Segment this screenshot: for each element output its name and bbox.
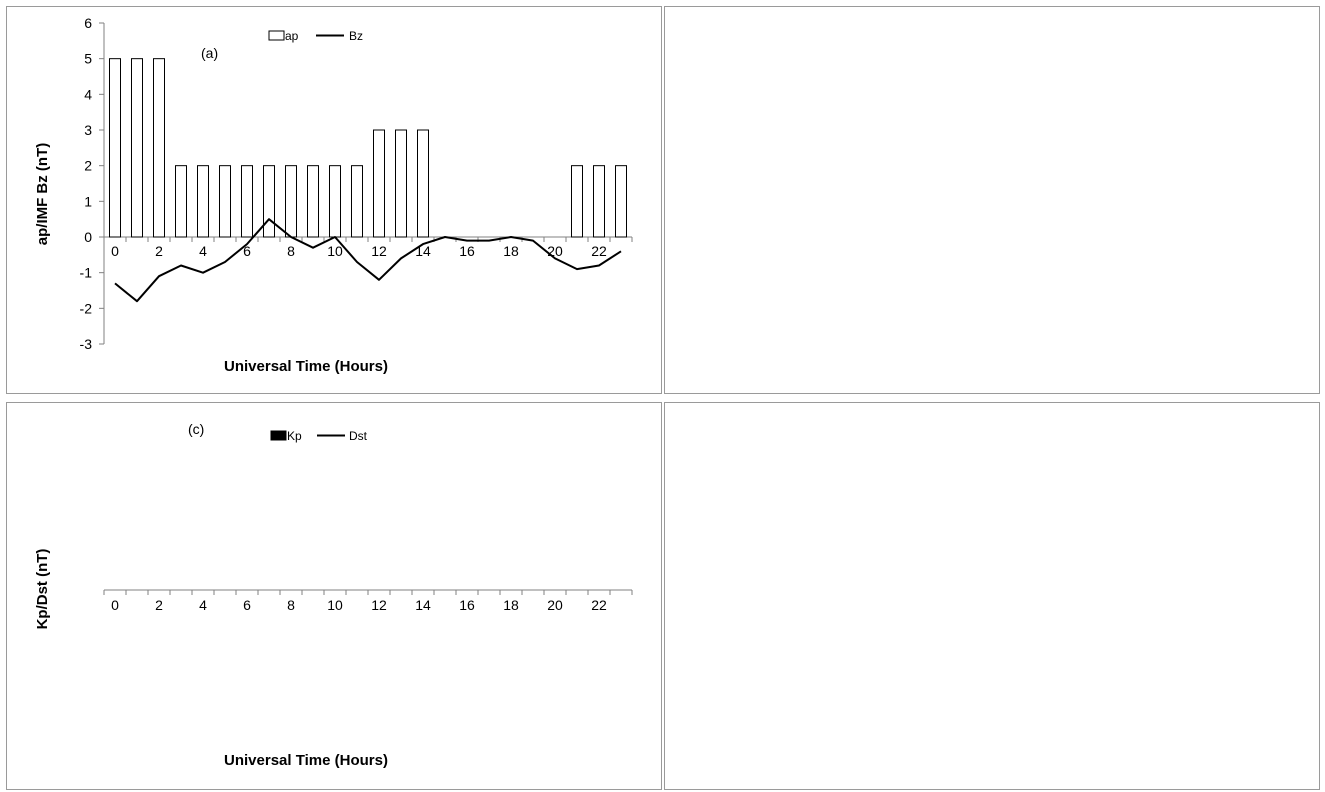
legend-label-bz: Bz (349, 29, 363, 43)
x-tick-label: 14 (415, 597, 431, 613)
x-tick-label: 6 (243, 243, 251, 259)
panel-label: (c) (188, 421, 204, 437)
y-tick-label: 5 (84, 51, 92, 67)
y-axis-title: ap/IMF Bz (nT) (34, 143, 51, 245)
x-axis-title: Universal Time (Hours) (224, 358, 388, 375)
x-tick-label: 6 (243, 597, 251, 613)
bar-ap-14 (417, 129, 429, 238)
bar-ap-11 (351, 165, 363, 238)
chart-group-c: -15-10-50510150246810121416182022Univers… (34, 421, 633, 769)
bar-ap-10 (329, 165, 341, 238)
x-tick-label: 0 (111, 597, 119, 613)
y-tick-label: 3 (84, 122, 92, 138)
bar-ap-23 (615, 165, 627, 238)
bar-ap-7 (263, 165, 275, 238)
x-tick-label: 22 (591, 597, 607, 613)
panel-label: (a) (201, 45, 218, 61)
x-tick-label: 14 (415, 243, 431, 259)
x-tick-label: 10 (327, 243, 343, 259)
y-tick-label: 4 (84, 86, 92, 102)
chart-svg-c: -15-10-50510150246810121416182022Univers… (34, 421, 633, 769)
chart-svg-b: 30032034036038040042000.511.522.533.5024… (665, 7, 1321, 395)
y-tick-label: -1 (80, 265, 93, 281)
bar-ap-22 (593, 165, 605, 238)
x-tick-label: 18 (503, 243, 519, 259)
y-tick-label: 1 (84, 193, 92, 209)
bar-ap-8 (285, 165, 297, 238)
line-bz (114, 218, 622, 303)
x-tick-label: 10 (327, 597, 343, 613)
x-tick-label: 2 (155, 597, 163, 613)
x-tick-label: 2 (155, 243, 163, 259)
bar-ap-21 (571, 165, 583, 238)
y-tick-label: -2 (80, 300, 93, 316)
chart-panel-b: 30032034036038040042000.511.522.533.5024… (664, 6, 1320, 394)
y-tick-label: -3 (80, 336, 93, 352)
x-tick-label: 8 (287, 243, 295, 259)
chart-panel-c: -15-10-50510150246810121416182022Univers… (6, 402, 662, 790)
chart-panel-d: 0102030405060700246810121416182022Univer… (664, 402, 1320, 790)
legend-label-dst: Dst (349, 429, 368, 443)
y-tick-label: 2 (84, 158, 92, 174)
x-tick-label: 4 (199, 597, 207, 613)
x-tick-label: 16 (459, 597, 475, 613)
y-axis-title: Kp/Dst (nT) (34, 549, 51, 630)
y-tick-label: 6 (84, 15, 92, 31)
bar-ap-12 (373, 129, 385, 238)
legend-swatch-kp (270, 430, 287, 441)
x-tick-label: 12 (371, 243, 387, 259)
legend-label-ap: ap (285, 29, 299, 43)
bar-ap-2 (153, 58, 165, 238)
bar-ap-0 (109, 58, 121, 238)
x-tick-label: 22 (591, 243, 607, 259)
y-tick-label: 0 (84, 229, 92, 245)
x-tick-label: 8 (287, 597, 295, 613)
bar-ap-5 (219, 165, 231, 238)
chart-panel-a: -3 -2 -1 0 1 2 3 4 5 6 0 2 4 6 8 10 12 14 16 18 20 22 Universa… (6, 6, 662, 394)
bar-ap-1 (131, 58, 143, 238)
x-tick-label: 20 (547, 597, 563, 613)
x-tick-label: 0 (111, 243, 119, 259)
legend-label-kp: Kp (287, 429, 302, 443)
chart-svg-d: 0102030405060700246810121416182022Univer… (665, 403, 1321, 791)
bar-ap-3 (175, 165, 187, 238)
x-tick-label: 12 (371, 597, 387, 613)
x-axis-title: Universal Time (Hours) (224, 752, 388, 769)
x-tick-label: 16 (459, 243, 475, 259)
bar-ap-6 (241, 165, 253, 238)
bar-ap-13 (395, 129, 407, 238)
legend-swatch-ap (268, 30, 285, 41)
bar-ap-4 (197, 165, 209, 238)
x-tick-label: 18 (503, 597, 519, 613)
bar-ap-9 (307, 165, 319, 238)
x-tick-label: 4 (199, 243, 207, 259)
x-tick-label: 20 (547, 243, 563, 259)
